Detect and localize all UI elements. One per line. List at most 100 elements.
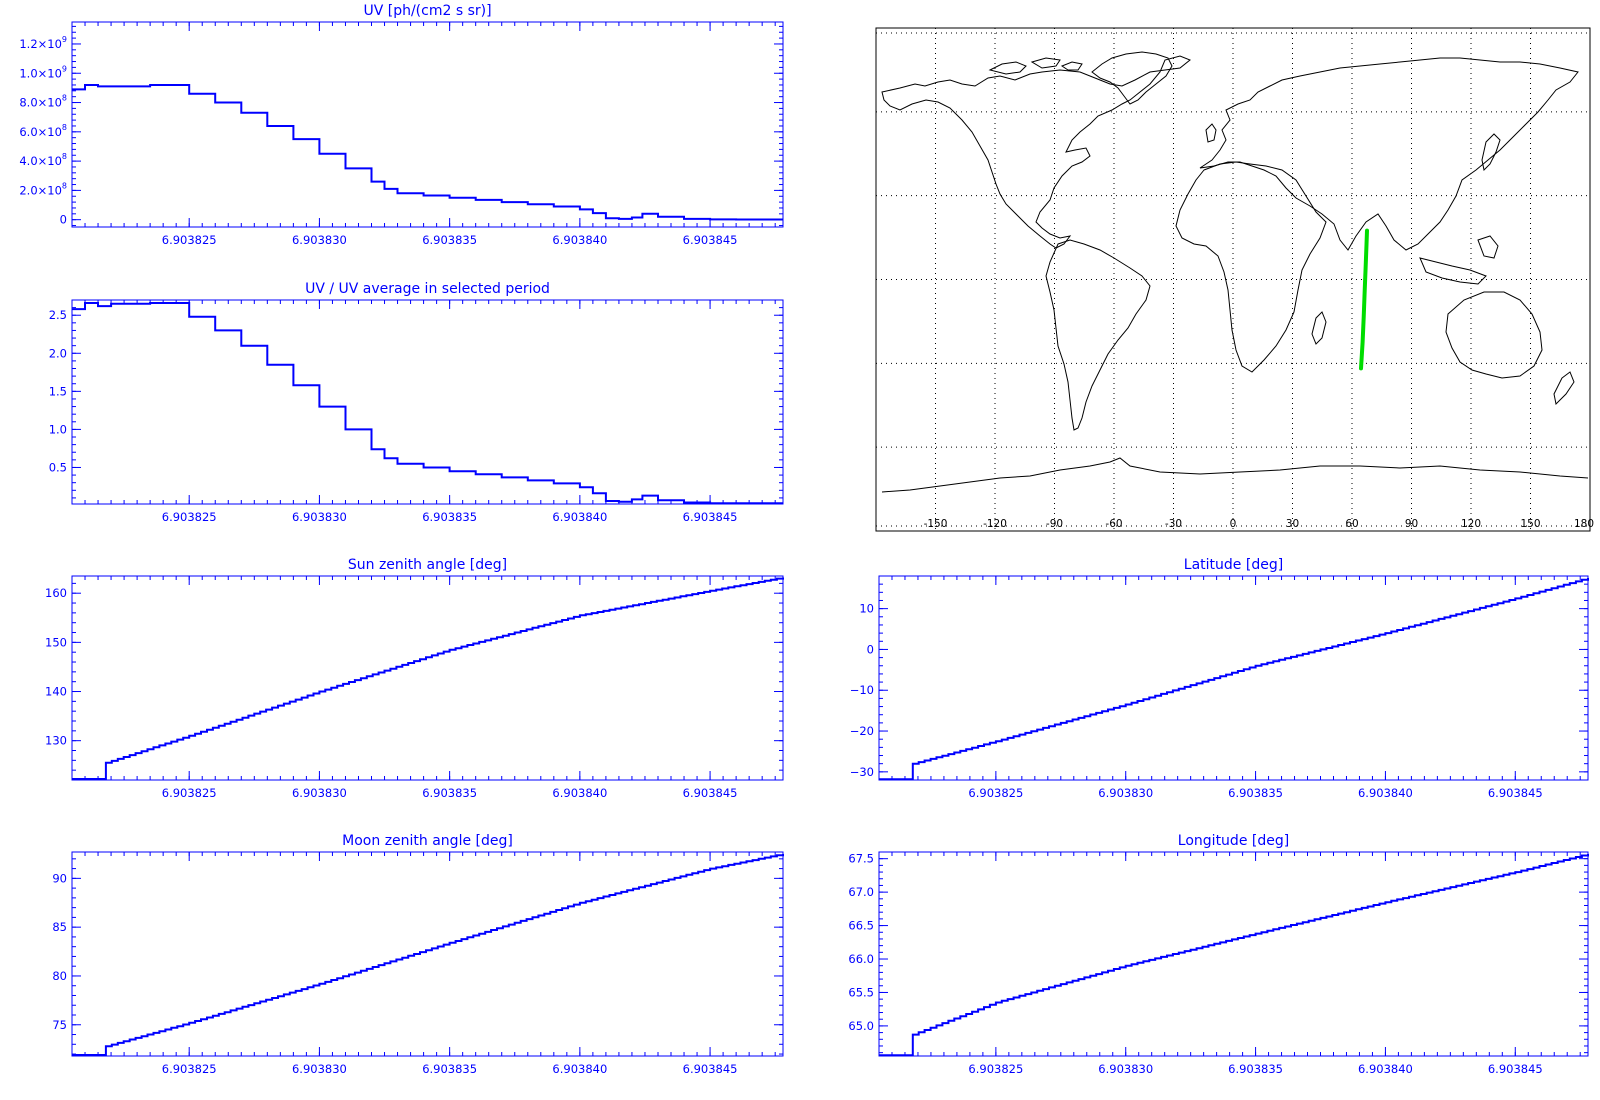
satellite-ground-track: [1359, 228, 1369, 371]
lat-ytick-label: 10: [859, 602, 874, 616]
uv-series-line: [72, 84, 783, 221]
sza-xtick-label: 6.903835: [422, 786, 477, 800]
uv-xtick-label: 6.903835: [422, 233, 477, 247]
map-xtick-label: 120: [1461, 518, 1481, 530]
lat-ytick-label: −20: [850, 724, 874, 738]
coastline-africa: [1175, 161, 1327, 373]
coastline-japan: [1481, 133, 1501, 172]
ratio-ytick-label: 0.5: [49, 460, 67, 474]
lon-title: Longitude [deg]: [1178, 833, 1289, 849]
ratio-axes-frame: [71, 299, 784, 505]
coastline-uk: [1205, 123, 1217, 143]
uv-xtick-label: 6.903825: [162, 233, 217, 247]
ratio-xtick-label: 6.903835: [422, 510, 477, 524]
coastline-south-america: [1045, 239, 1151, 431]
uv-axes-frame: [71, 21, 784, 228]
lat-axes-frame: [878, 575, 1589, 781]
mza-ytick-label: 90: [52, 871, 67, 885]
map-xtick-label: -60: [1105, 518, 1122, 530]
map-xtick-label: 30: [1286, 518, 1299, 530]
sza-axes-frame: [71, 575, 784, 781]
mza-xtick-label: 6.903840: [552, 1062, 607, 1076]
coastline-arctic-islands: [988, 57, 1083, 75]
mza-ytick-label: 85: [52, 920, 67, 934]
sza-xtick-label: 6.903830: [292, 786, 347, 800]
lon-xtick-label: 6.903840: [1358, 1062, 1413, 1076]
uv-ytick-label: 1.0×109: [19, 64, 67, 80]
ratio-xtick-label: 6.903840: [552, 510, 607, 524]
lat-xtick-label: 6.903835: [1228, 786, 1283, 800]
map-xtick-label: 0: [1230, 518, 1237, 530]
sza-ytick-label: 150: [45, 635, 67, 649]
uv-xtick-label: 6.903840: [552, 233, 607, 247]
map-xtick-label: 90: [1405, 518, 1418, 530]
lat-ytick-label: −10: [850, 683, 874, 697]
uv-title: UV [ph/(cm2 s sr)]: [363, 3, 491, 19]
ratio-ytick-label: 2.5: [49, 308, 67, 322]
ratio-ytick-label: 1.5: [49, 384, 67, 398]
sza-series-line: [72, 577, 784, 780]
mza-plot: Moon zenith angle [deg] 6.903825 6.903830 6…: [52, 833, 784, 1076]
coastline-greenland: [1091, 51, 1173, 105]
mza-xtick-label: 6.903835: [422, 1062, 477, 1076]
uv-ytick-label: 1.2×109: [19, 35, 67, 51]
lon-xtick-label: 6.903825: [968, 1062, 1023, 1076]
mza-ytick-label: 75: [52, 1018, 67, 1032]
mza-series-line: [72, 854, 784, 1056]
coastline-new-zealand: [1553, 371, 1575, 406]
map-longitude-ticks: -150 -120 -90 -60 -30 0 30 60 90 120 150 180: [924, 518, 1594, 530]
ratio-ytick-label: 1.0: [49, 422, 67, 436]
coastline-madagascar: [1311, 311, 1327, 345]
uv-ytick-label: 4.0×108: [19, 152, 67, 168]
lon-ytick-label: 66.5: [848, 919, 874, 933]
ratio-series-line: [72, 302, 783, 505]
ratio-title: UV / UV average in selected period: [305, 281, 550, 297]
sza-ytick-label: 130: [45, 734, 67, 748]
lon-ytick-label: 66.0: [848, 952, 874, 966]
mza-xtick-label: 6.903845: [683, 1062, 738, 1076]
sza-xtick-label: 6.903825: [162, 786, 217, 800]
coastline-europe-asia: [1199, 57, 1579, 251]
coastline-north-america: [881, 55, 1191, 249]
mza-ytick-label: 80: [52, 969, 67, 983]
map-xtick-label: -120: [983, 518, 1007, 530]
lat-series-line: [879, 578, 1589, 781]
lon-ytick-label: 65.5: [848, 985, 874, 999]
ratio-xtick-label: 6.903825: [162, 510, 217, 524]
map-xtick-label: -150: [924, 518, 948, 530]
uv-ytick-label: 2.0×108: [19, 181, 67, 197]
lat-xtick-label: 6.903825: [968, 786, 1023, 800]
coastlines: [881, 51, 1589, 493]
uv-xtick-label: 6.903830: [292, 233, 347, 247]
map-xtick-label: 60: [1345, 518, 1358, 530]
lat-xtick-label: 6.903830: [1098, 786, 1153, 800]
ratio-xtick-label: 6.903830: [292, 510, 347, 524]
lat-title: Latitude [deg]: [1184, 557, 1283, 573]
lat-ytick-label: 0: [867, 642, 874, 656]
sza-plot: Sun zenith angle [deg] 6.903825 6.903830 6.…: [45, 557, 784, 800]
ratio-plot: UV / UV average in selected period 6.9038…: [49, 281, 784, 524]
map-xtick-label: -30: [1165, 518, 1182, 530]
lon-xtick-label: 6.903835: [1228, 1062, 1283, 1076]
lat-xtick-label: 6.903845: [1488, 786, 1543, 800]
uv-ytick-label: 8.0×108: [19, 94, 67, 110]
sza-xtick-label: 6.903840: [552, 786, 607, 800]
lon-xtick-label: 6.903845: [1488, 1062, 1543, 1076]
map-xtick-label: 180: [1574, 518, 1594, 530]
sza-ytick-label: 160: [45, 586, 67, 600]
sza-title: Sun zenith angle [deg]: [348, 557, 507, 573]
mza-axes-frame: [71, 851, 784, 1057]
uv-plot: UV [ph/(cm2 s sr)] 6.903825 6.903830 6.9038…: [19, 3, 784, 247]
lon-ytick-label: 65.0: [848, 1019, 874, 1033]
lon-ytick-label: 67.5: [848, 852, 874, 866]
coastline-antarctica: [881, 457, 1589, 493]
sza-ytick-label: 140: [45, 685, 67, 699]
map-graticule: [876, 28, 1590, 531]
world-map-panel: -150 -120 -90 -60 -30 0 30 60 90 120 150 180: [875, 27, 1594, 532]
map-xtick-label: 150: [1520, 518, 1540, 530]
lat-ytick-label: −30: [850, 765, 874, 779]
plot-panels: UV [ph/(cm2 s sr)] 6.903825 6.903830 6.9038…: [19, 3, 1589, 1076]
lat-plot: Latitude [deg] 6.903825 6.903830 6.903835 6.…: [850, 557, 1589, 800]
lon-ytick-label: 67.0: [848, 885, 874, 899]
